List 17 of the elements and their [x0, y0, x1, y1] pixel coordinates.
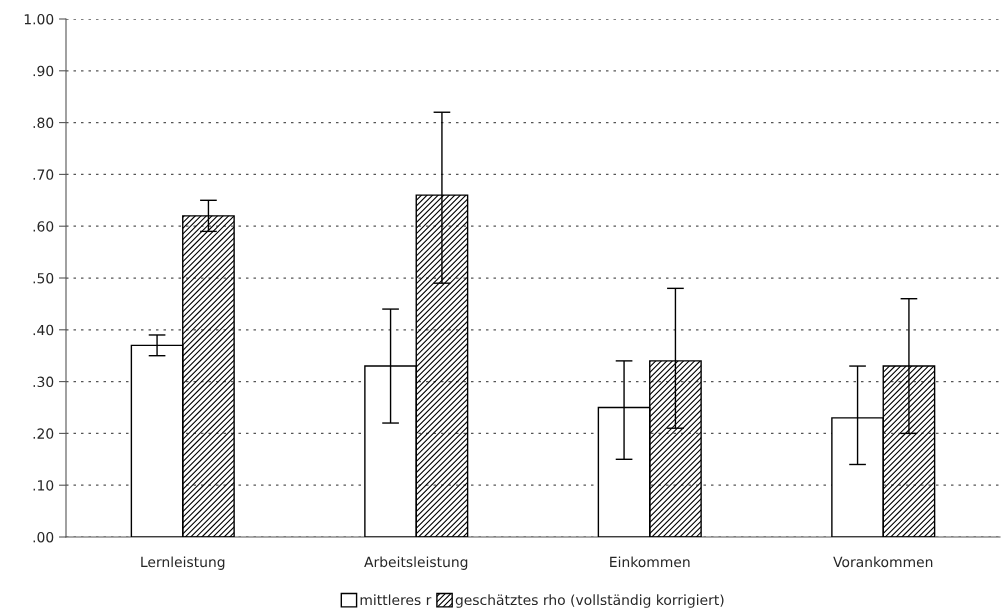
x-tick-label: Einkommen	[610, 556, 690, 568]
y-tick-label: .80	[33, 117, 54, 129]
y-tick-label: .30	[33, 376, 54, 388]
y-tick-label: .10	[33, 480, 54, 491]
y-tick-label: .50	[33, 272, 54, 284]
y-tick-label: .70	[33, 169, 54, 180]
legend-label: geschätztes rho (vollständig korrigiert)	[455, 594, 724, 608]
y-tick-label: 1.00	[24, 13, 54, 25]
y-tick-label: .60	[33, 221, 54, 232]
y-tick-label: .20	[33, 428, 54, 439]
y-tick-label: .90	[33, 65, 54, 77]
x-tick-label: Vorankommen	[833, 556, 933, 568]
x-tick-label: Lernleistung	[141, 556, 225, 570]
x-tick-label: Arbeitsleistung	[364, 556, 468, 570]
legend-label: mittleres r	[360, 594, 432, 606]
y-tick-label: .40	[33, 324, 54, 336]
y-tick-label: .00	[33, 531, 54, 543]
